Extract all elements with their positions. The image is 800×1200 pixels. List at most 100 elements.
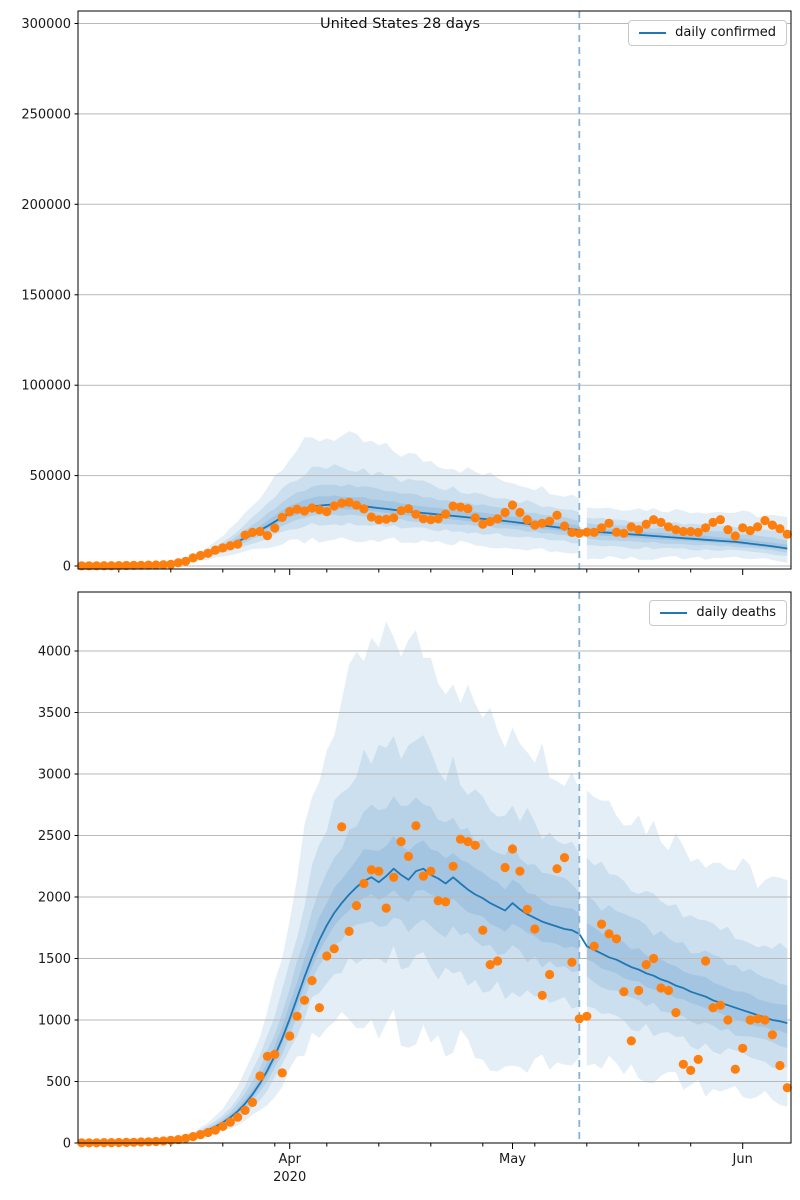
data-point: [418, 514, 428, 524]
data-point: [597, 523, 607, 533]
data-point: [663, 522, 674, 532]
data-point: [701, 956, 711, 966]
uncertainty-band: [586, 895, 788, 1048]
data-point: [403, 851, 414, 862]
data-point: [626, 522, 636, 532]
data-point: [277, 1068, 287, 1078]
data-point: [455, 502, 466, 512]
data-point: [92, 561, 102, 571]
data-point: [181, 556, 191, 566]
data-point: [470, 840, 480, 850]
data-point: [307, 976, 317, 986]
data-point: [106, 561, 116, 571]
y-tick-label: 0: [63, 1137, 71, 1152]
data-point: [455, 834, 466, 844]
data-point: [485, 960, 495, 970]
data-point: [351, 901, 362, 911]
data-point: [760, 1015, 770, 1025]
data-point: [218, 543, 228, 553]
data-point: [515, 866, 525, 876]
data-point: [247, 527, 258, 538]
data-point: [359, 504, 369, 514]
data-point: [233, 1112, 243, 1122]
y-tick-label: 3500: [38, 706, 71, 721]
data-point: [537, 990, 547, 1001]
data-point: [552, 864, 562, 874]
y-tick-label: 0: [63, 560, 71, 575]
data-point: [552, 510, 562, 520]
data-point: [507, 500, 518, 510]
data-point: [195, 1130, 206, 1140]
data-point: [144, 560, 154, 570]
x-tick-label: Apr: [278, 1152, 301, 1167]
data-point: [270, 1049, 280, 1059]
data-point: [411, 509, 421, 519]
data-point: [604, 929, 614, 939]
data-point: [448, 861, 458, 871]
data-point: [195, 550, 206, 561]
legend-line-sample: [660, 611, 688, 614]
y-tick-label: 200000: [21, 198, 71, 213]
confirmed-chart: 0 50000 100000 150000 200000 250000 300000: [21, 10, 792, 575]
data-point: [753, 1014, 763, 1024]
data-point: [381, 514, 391, 524]
data-point: [537, 518, 547, 528]
data-point: [114, 561, 124, 571]
x-tick-sublabel: 2020: [273, 1170, 306, 1185]
uncertainty-band: [586, 857, 788, 1069]
figure-title: United States 28 days: [319, 16, 481, 32]
data-point: [567, 957, 577, 967]
data-point: [634, 985, 644, 996]
data-point: [678, 526, 688, 537]
y-tick-label: 2000: [38, 891, 71, 906]
data-point: [329, 944, 339, 954]
data-point: [730, 531, 740, 541]
data-point: [559, 853, 570, 863]
uncertainty-band: [586, 790, 788, 1107]
data-point: [522, 904, 532, 914]
data-point: [582, 527, 592, 537]
data-point: [396, 506, 406, 516]
data-point: [173, 558, 183, 568]
y-tick-label: 500: [46, 1075, 71, 1090]
data-point: [641, 519, 651, 529]
data-point: [433, 514, 443, 524]
uncertainty-band: [586, 507, 788, 563]
data-point: [708, 517, 718, 528]
data-point: [574, 528, 584, 538]
uncertainty-band: [178, 836, 580, 1139]
y-tick-label: 100000: [21, 379, 71, 394]
data-point: [441, 897, 451, 907]
data-point: [314, 1003, 324, 1013]
data-point: [314, 505, 324, 515]
data-point: [656, 983, 666, 993]
data-point: [782, 1083, 792, 1093]
data-point: [292, 1011, 302, 1021]
uncertainty-band: [163, 495, 580, 565]
data-point: [240, 530, 250, 540]
legend-daily-confirmed: daily confirmed: [628, 20, 787, 46]
data-point: [210, 1125, 220, 1135]
y-tick-label: 1000: [38, 1014, 71, 1029]
data-point: [671, 1008, 681, 1018]
data-point: [589, 527, 599, 538]
data-point: [649, 515, 659, 525]
x-tick-label: May: [499, 1152, 526, 1167]
data-point: [426, 515, 436, 525]
data-point: [500, 862, 510, 873]
data-point: [530, 924, 540, 934]
legend-label-confirmed: daily confirmed: [675, 25, 776, 40]
data-point: [448, 501, 458, 511]
y-tick-label: 4000: [38, 645, 71, 660]
data-point: [738, 523, 748, 533]
data-point: [136, 560, 146, 570]
data-point: [218, 1121, 228, 1131]
data-point: [619, 987, 629, 997]
data-point: [671, 525, 681, 535]
data-point: [678, 1059, 688, 1069]
data-point: [559, 521, 570, 531]
data-point: [173, 1135, 183, 1145]
data-point: [299, 995, 310, 1005]
data-point: [589, 941, 599, 951]
